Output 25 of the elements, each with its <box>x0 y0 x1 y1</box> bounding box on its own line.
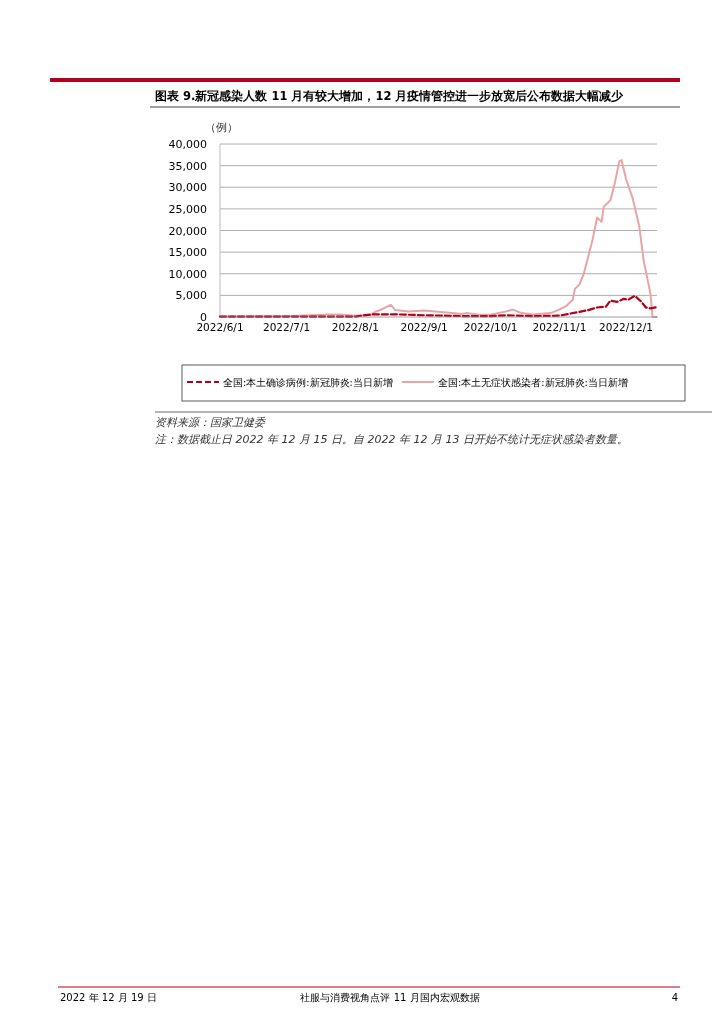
x-tick-label: 2022/6/1 <box>196 321 244 333</box>
y-tick-label: 30,000 <box>168 181 207 195</box>
y-tick-label: 0 <box>200 311 207 324</box>
text: 资料来源：国家卫健委 <box>155 416 267 429</box>
x-tick-label: 2022/7/1 <box>262 321 311 333</box>
y-axis-title: （例） <box>205 121 238 134</box>
y-tick-label: 10,000 <box>168 267 207 281</box>
text: 注：数据截止日 2022 年 12 月 15 日。自 2022 年 12 月 13 日开始不统计无症状感染者数量。 <box>155 433 628 446</box>
x-tick-label: 2022/9/1 <box>400 321 448 333</box>
x-tick-label: 2022/8/1 <box>331 321 379 333</box>
chart-title: 图表 9.新冠感染人数 11 月有较大增加，12 月疫情管控进一步放宽后公布数据大幅减少 <box>155 89 625 103</box>
x-tick-label: 2022/12/1 <box>599 321 653 333</box>
y-tick-label: 35,000 <box>168 159 207 173</box>
legend-label: 全国:本土确诊病例:新冠肺炎:当日新增 <box>223 377 393 388</box>
text: 社服与消费视角点评 11 月国内宏观数据 <box>300 992 480 1003</box>
text: 4 <box>671 992 678 1003</box>
y-tick-label: 25,000 <box>168 202 207 216</box>
y-tick-label: 5,000 <box>175 289 207 303</box>
y-tick-label: 40,000 <box>168 138 207 151</box>
x-tick-label: 2022/11/1 <box>532 321 587 333</box>
x-tick-label: 2022/10/1 <box>463 321 518 333</box>
y-tick-label: 20,000 <box>168 224 207 238</box>
y-tick-label: 15,000 <box>168 246 207 260</box>
legend-label: 全国:本土无症状感染者:新冠肺炎:当日新增 <box>437 377 628 388</box>
text: 2022 年 12 月 19 日 <box>60 992 157 1003</box>
